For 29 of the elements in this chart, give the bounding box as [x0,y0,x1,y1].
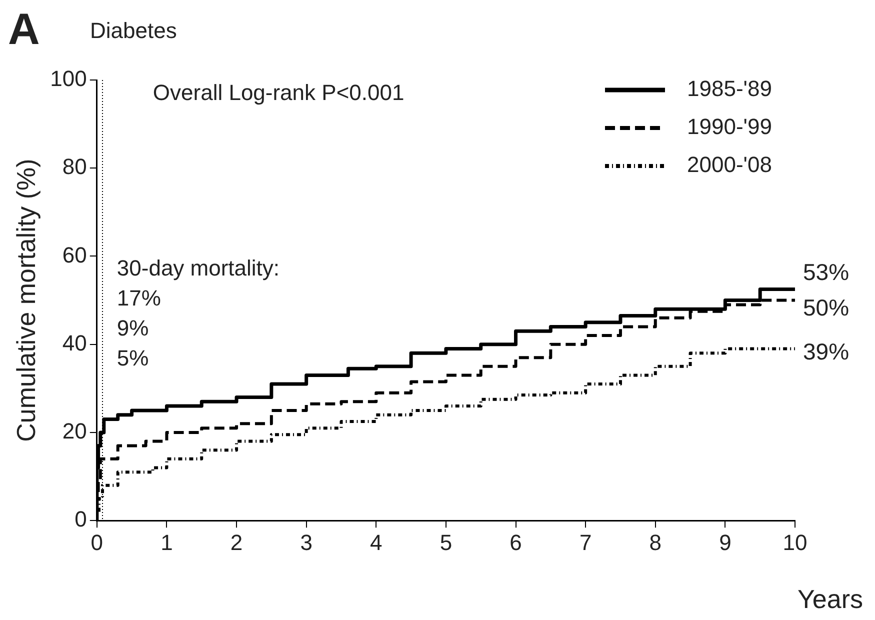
y-tick-label: 40 [62,330,87,356]
y-tick-label: 80 [62,154,87,180]
x-tick-label: 8 [649,530,662,555]
x-tick-label: 6 [510,530,522,555]
y-tick-label: 100 [50,66,87,92]
y-axis-title: Cumulative mortality (%) [10,158,41,442]
chart-title: Diabetes [90,18,177,44]
x-tick-label: 2 [230,530,243,555]
y-tick-label: 20 [62,418,87,444]
legend-label: 2000-'08 [687,152,772,178]
text: A [8,5,40,54]
legend-label: 1985-'89 [687,76,772,102]
x-tick-label: 7 [579,530,592,555]
text: 50% [803,294,850,320]
x-axis-title: Years [797,584,863,614]
legend-label: 1990-'99 [687,114,772,140]
x-tick-label: 4 [370,530,382,555]
annotation: 30-day mortality: 17% 9% 5% [116,256,280,371]
y-tick-label: 60 [62,242,87,268]
x-tick-label: 9 [719,530,732,555]
x-tick-label: 10 [782,530,808,555]
x-tick-label: 3 [300,530,312,555]
x-tick-label: 5 [440,530,452,555]
text: 39% [803,338,850,365]
annotation: Overall Log-rank P<0.001 [152,80,404,106]
x-tick-label: 1 [160,530,173,555]
text: 53% [803,259,850,286]
y-tick-label: 0 [74,506,87,532]
x-tick-label: 0 [90,530,104,555]
